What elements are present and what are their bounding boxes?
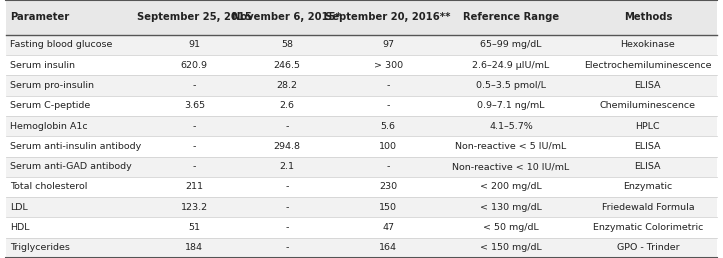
Text: 47: 47: [382, 223, 394, 232]
Text: Fasting blood glucose: Fasting blood glucose: [10, 41, 113, 50]
Text: Parameter: Parameter: [10, 12, 69, 22]
Text: Non-reactive < 5 IU/mL: Non-reactive < 5 IU/mL: [455, 142, 567, 151]
Text: ELISA: ELISA: [635, 162, 661, 171]
Text: -: -: [285, 223, 288, 232]
Text: 2.1: 2.1: [279, 162, 294, 171]
Text: -: -: [285, 182, 288, 191]
Text: < 150 mg/dL: < 150 mg/dL: [480, 243, 542, 252]
Text: 184: 184: [185, 243, 203, 252]
Text: Triglycerides: Triglycerides: [10, 243, 70, 252]
Text: 211: 211: [185, 182, 203, 191]
Text: Electrochemiluminescence: Electrochemiluminescence: [584, 61, 711, 70]
Text: Enzymatic: Enzymatic: [623, 182, 672, 191]
Text: 65–99 mg/dL: 65–99 mg/dL: [480, 41, 542, 50]
Text: -: -: [387, 81, 390, 90]
Text: GPO - Trinder: GPO - Trinder: [617, 243, 679, 252]
Text: Friedewald Formula: Friedewald Formula: [602, 203, 694, 212]
Text: -: -: [192, 122, 196, 131]
Text: 97: 97: [382, 41, 394, 50]
Text: 2.6–24.9 μIU/mL: 2.6–24.9 μIU/mL: [472, 61, 549, 70]
Text: September 25, 2015: September 25, 2015: [137, 12, 252, 22]
Text: 164: 164: [379, 243, 397, 252]
Text: 2.6: 2.6: [279, 101, 294, 110]
Text: Non-reactive < 10 IU/mL: Non-reactive < 10 IU/mL: [453, 162, 570, 171]
Text: -: -: [387, 162, 390, 171]
Bar: [6, 238, 717, 258]
Text: 91: 91: [188, 41, 200, 50]
Text: 230: 230: [379, 182, 397, 191]
Bar: [6, 75, 717, 96]
Text: Chemiluminescence: Chemiluminescence: [600, 101, 696, 110]
Text: Enzymatic Colorimetric: Enzymatic Colorimetric: [593, 223, 703, 232]
Bar: [6, 96, 717, 116]
Bar: [6, 116, 717, 136]
Text: Hemoglobin A1c: Hemoglobin A1c: [10, 122, 87, 131]
Text: September 20, 2016**: September 20, 2016**: [325, 12, 451, 22]
Text: 246.5: 246.5: [273, 61, 300, 70]
Text: Hexokinase: Hexokinase: [620, 41, 675, 50]
Text: Serum pro-insulin: Serum pro-insulin: [10, 81, 94, 90]
Text: HDL: HDL: [10, 223, 30, 232]
Text: 0.9–7.1 ng/mL: 0.9–7.1 ng/mL: [477, 101, 544, 110]
Text: 294.8: 294.8: [273, 142, 300, 151]
Text: -: -: [285, 243, 288, 252]
Text: ELISA: ELISA: [635, 142, 661, 151]
Text: -: -: [192, 142, 196, 151]
Text: -: -: [285, 203, 288, 212]
Text: 620.9: 620.9: [181, 61, 208, 70]
Bar: [6, 157, 717, 177]
Text: -: -: [192, 162, 196, 171]
Text: 3.65: 3.65: [184, 101, 205, 110]
Text: 123.2: 123.2: [181, 203, 208, 212]
Text: 150: 150: [379, 203, 397, 212]
Text: LDL: LDL: [10, 203, 28, 212]
Bar: [6, 0, 717, 35]
Bar: [6, 136, 717, 157]
Bar: [6, 197, 717, 217]
Text: November 6, 2015*: November 6, 2015*: [232, 12, 341, 22]
Text: 4.1–5.7%: 4.1–5.7%: [489, 122, 533, 131]
Text: -: -: [285, 122, 288, 131]
Text: Serum anti-GAD antibody: Serum anti-GAD antibody: [10, 162, 132, 171]
Text: > 300: > 300: [374, 61, 403, 70]
Text: 58: 58: [281, 41, 293, 50]
Text: 28.2: 28.2: [276, 81, 297, 90]
Text: Serum C-peptide: Serum C-peptide: [10, 101, 90, 110]
Bar: [6, 177, 717, 197]
Text: ELISA: ELISA: [635, 81, 661, 90]
Text: HPLC: HPLC: [636, 122, 660, 131]
Text: < 50 mg/dL: < 50 mg/dL: [483, 223, 539, 232]
Text: Total cholesterol: Total cholesterol: [10, 182, 87, 191]
Text: 5.6: 5.6: [381, 122, 395, 131]
Text: < 200 mg/dL: < 200 mg/dL: [480, 182, 542, 191]
Bar: [6, 35, 717, 55]
Text: 100: 100: [379, 142, 397, 151]
Bar: [6, 217, 717, 238]
Text: Serum anti-insulin antibody: Serum anti-insulin antibody: [10, 142, 142, 151]
Text: Serum insulin: Serum insulin: [10, 61, 75, 70]
Text: 0.5–3.5 pmol/L: 0.5–3.5 pmol/L: [476, 81, 546, 90]
Text: 51: 51: [188, 223, 200, 232]
Text: -: -: [192, 81, 196, 90]
Text: Methods: Methods: [624, 12, 672, 22]
Text: -: -: [387, 101, 390, 110]
Text: < 130 mg/dL: < 130 mg/dL: [480, 203, 542, 212]
Bar: [6, 55, 717, 75]
Text: Reference Range: Reference Range: [463, 12, 559, 22]
